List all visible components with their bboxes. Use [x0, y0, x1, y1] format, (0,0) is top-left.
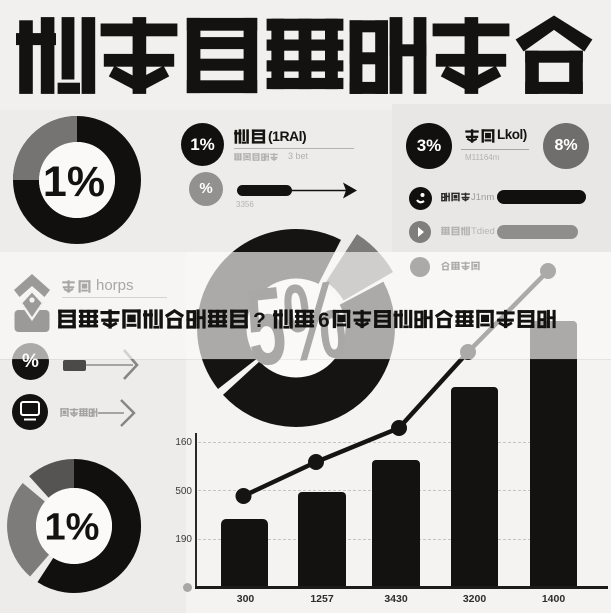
svg-text:1%: 1% — [43, 158, 105, 206]
svg-text:1%: 1% — [45, 507, 100, 549]
svg-text:?: ? — [253, 309, 266, 331]
svg-text:6: 6 — [318, 309, 330, 331]
